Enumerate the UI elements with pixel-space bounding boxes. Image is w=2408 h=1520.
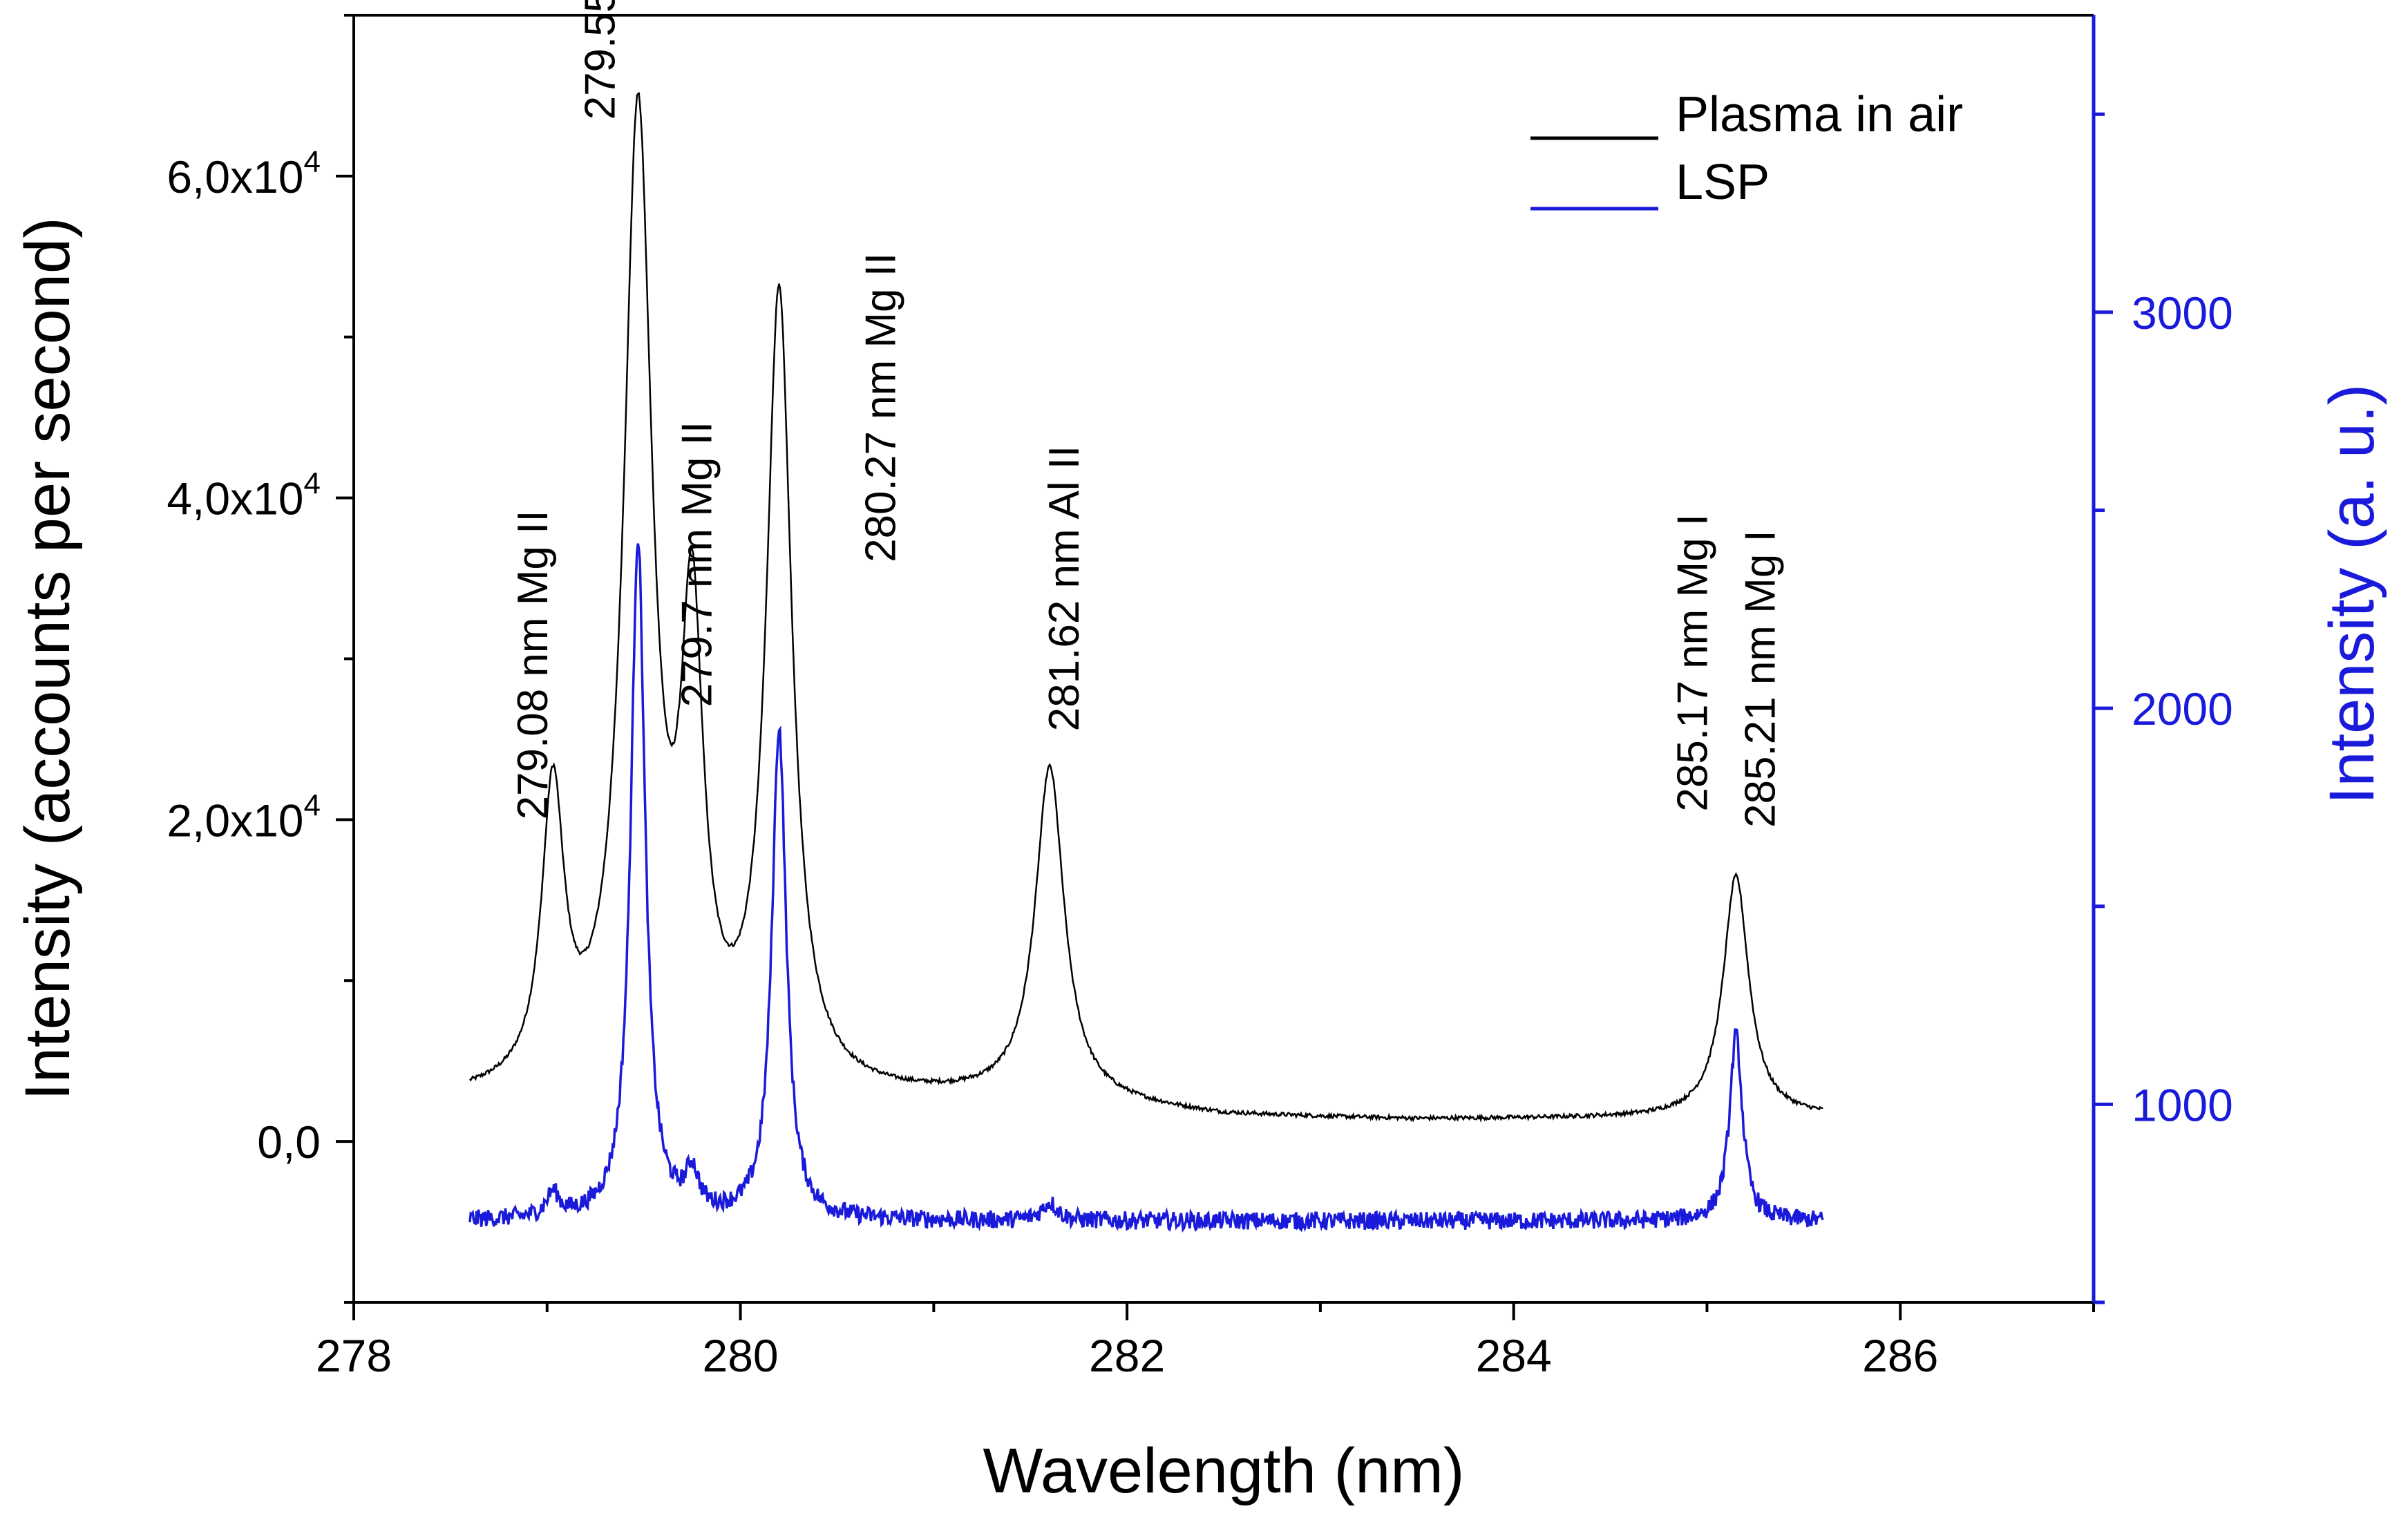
x-axis-title: Wavelength (nm) xyxy=(983,1436,1464,1506)
y-left-tick-mantissa-3: 6,0x10 xyxy=(167,151,303,202)
x-tick-label-286: 286 xyxy=(1862,1330,1938,1381)
annotation-label-1: 279.55 nm Mg II xyxy=(577,0,625,120)
y-left-tick-exponent-2: 4 xyxy=(304,467,321,501)
x-tick-label-284: 284 xyxy=(1476,1330,1552,1381)
legend: Plasma in air LSP xyxy=(1530,87,1963,211)
y-axis-left-title: Intensity (accounts per second) xyxy=(12,217,83,1100)
y-left-tick-label-0: 0,0 xyxy=(257,1117,321,1168)
y-left-tick-exponent-1: 4 xyxy=(304,788,321,822)
y-axis-right-title: Intensity (a. u.) xyxy=(2317,384,2387,804)
y-left-tick-exponent-3: 4 xyxy=(304,145,321,179)
annotation-label-3: 280.27 nm Mg II xyxy=(857,253,904,562)
legend-label-plasma-in-air: Plasma in air xyxy=(1676,87,1963,142)
y-right-tick-label-3000: 3000 xyxy=(2132,287,2233,339)
y-right-tick-label-1000: 1000 xyxy=(2132,1079,2233,1130)
ticks-layer: 278 280 282 284 2860,02,0x1044,0x1046,0x1041… xyxy=(12,14,2387,1506)
annotation-label-4: 281.62 nm Al II xyxy=(1041,446,1088,732)
y-left-tick-mantissa-2: 4,0x10 xyxy=(167,473,303,524)
y-left-tick-label-3: 6,0x104 xyxy=(167,145,321,202)
annotation-label-5: 285.17 nm Mg I xyxy=(1669,514,1716,812)
annotation-label-6: 285.21 nm Mg I xyxy=(1736,530,1784,828)
y-right-tick-label-2000: 2000 xyxy=(2132,683,2233,734)
legend-label-lsp: LSP xyxy=(1676,155,1770,210)
x-tick-label-278: 278 xyxy=(316,1330,392,1381)
series-line-plasma-in-air xyxy=(468,92,1823,1123)
axes-layer xyxy=(352,14,2096,1304)
y-left-tick-label-1: 2,0x104 xyxy=(167,788,321,846)
series-line-lsp xyxy=(468,543,1824,1233)
x-tick-label-280: 280 xyxy=(702,1330,778,1381)
annotation-label-0: 279.08 nm Mg II xyxy=(509,510,557,819)
x-tick-label-282: 282 xyxy=(1089,1330,1165,1381)
y-left-tick-label-2: 4,0x104 xyxy=(167,467,321,524)
annotations-layer: 279.08 nm Mg II 279.55 nm Mg II 279.7 nm M… xyxy=(509,0,1785,828)
y-left-tick-mantissa-1: 2,0x10 xyxy=(167,795,303,846)
y-left-tick-mantissa-0: 0,0 xyxy=(257,1117,321,1168)
series-layer xyxy=(468,92,1824,1233)
annotation-label-2: 279.7 nm Mg II xyxy=(674,421,721,707)
